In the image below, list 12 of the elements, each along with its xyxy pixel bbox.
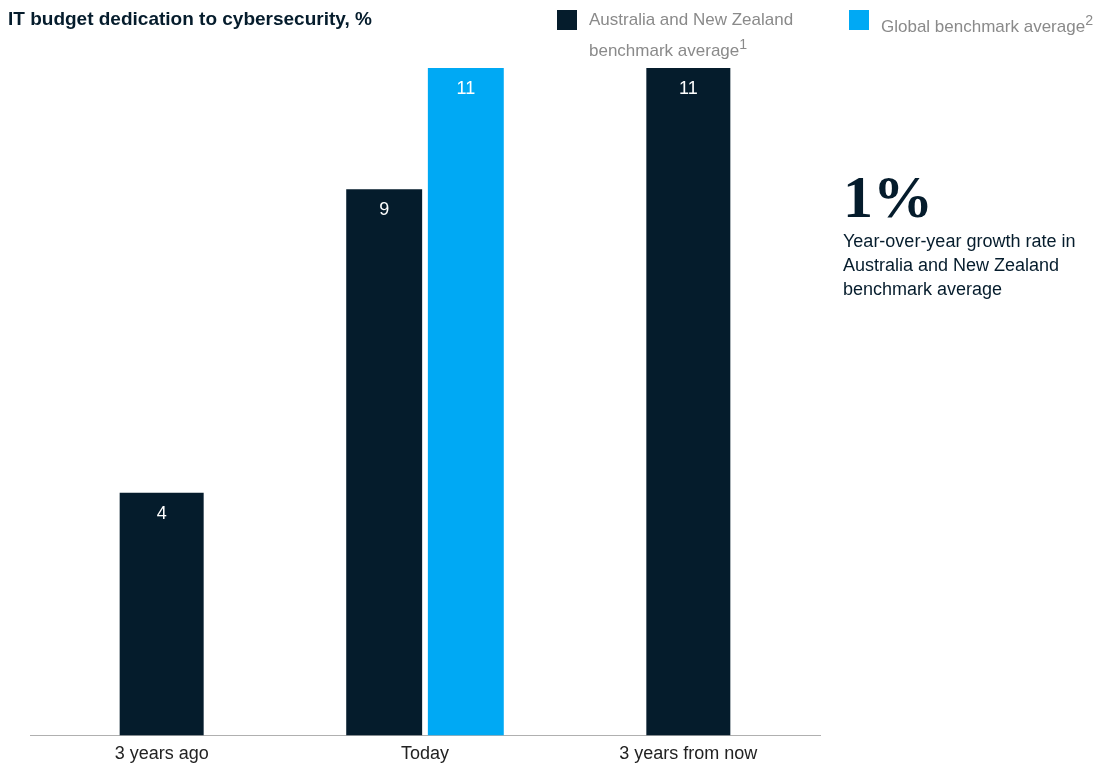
text: Year-over-year growth rate in Australia and New Zealand benchmark average bbox=[843, 230, 1077, 301]
x-tick-label: 3 years from now bbox=[619, 743, 759, 764]
data-label: 11 bbox=[456, 77, 476, 98]
data-label: 9 bbox=[379, 199, 390, 220]
data-label: 11 bbox=[678, 77, 698, 98]
chart-title: IT budget dedication to cybersecurity, % bbox=[8, 8, 372, 30]
legend-label: Australia and New Zealand benchmark average$^{1}$ bbox=[589, 9, 795, 62]
text: 1% bbox=[843, 164, 934, 230]
data-label: 4 bbox=[156, 502, 167, 523]
legend-label: Global benchmark average$^{2}$ bbox=[881, 11, 1093, 38]
x-tick-label: 3 years ago bbox=[114, 743, 209, 764]
x-tick-label: Today bbox=[400, 743, 450, 764]
